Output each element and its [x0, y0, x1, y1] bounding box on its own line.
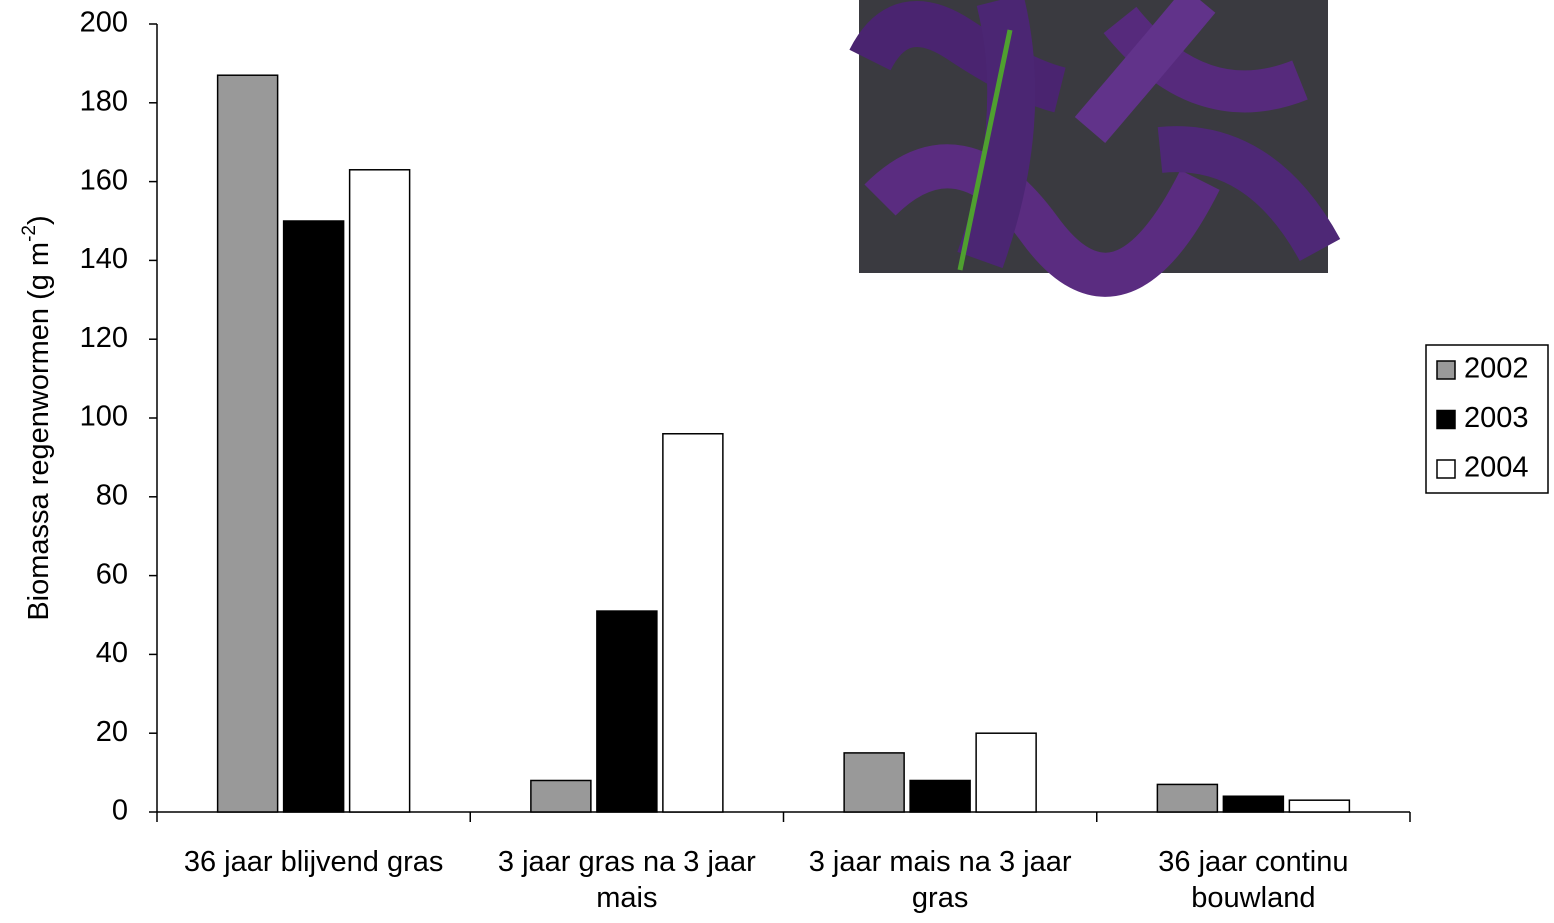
y-tick-label: 20 — [96, 716, 128, 748]
bar — [975, 732, 1037, 813]
x-tick-label: 3 jaar mais na 3 jaar gras — [808, 846, 1072, 914]
bar — [216, 74, 279, 813]
y-tick-label: 140 — [80, 243, 128, 275]
bar — [596, 610, 658, 813]
x-tick-label: 3 jaar gras na 3 jaar mais — [497, 846, 756, 914]
y-tick-label: 40 — [96, 637, 128, 669]
y-axis-label: Biomassa regenwormen (g m-2) — [19, 215, 55, 620]
y-tick-label: 80 — [96, 479, 128, 511]
photo — [849, 0, 1341, 297]
legend-label: 2004 — [1464, 452, 1529, 484]
y-tick-label: 160 — [80, 164, 128, 196]
y-tick-label: 200 — [80, 7, 128, 39]
bar — [282, 220, 345, 813]
bar — [843, 752, 905, 813]
bar — [662, 433, 724, 813]
y-tick-label: 120 — [80, 322, 128, 354]
legend-label: 2002 — [1464, 353, 1529, 385]
x-tick-label: 36 jaar blijvend gras — [183, 846, 444, 878]
bar — [1288, 799, 1351, 813]
bar — [348, 169, 411, 813]
bar — [530, 779, 592, 813]
legend-label: 2003 — [1464, 402, 1529, 434]
legend-swatch — [1436, 459, 1456, 479]
bar — [1222, 795, 1285, 813]
bar — [909, 779, 971, 813]
y-tick-label: 60 — [96, 558, 128, 590]
y-tick-label: 180 — [80, 85, 128, 117]
bar — [1156, 783, 1219, 813]
x-tick-label: 36 jaar continu bouwland — [1158, 846, 1349, 914]
y-tick-label: 0 — [112, 795, 128, 827]
legend-swatch — [1436, 409, 1456, 430]
legend-swatch — [1436, 360, 1456, 380]
y-tick-label: 100 — [80, 401, 128, 433]
